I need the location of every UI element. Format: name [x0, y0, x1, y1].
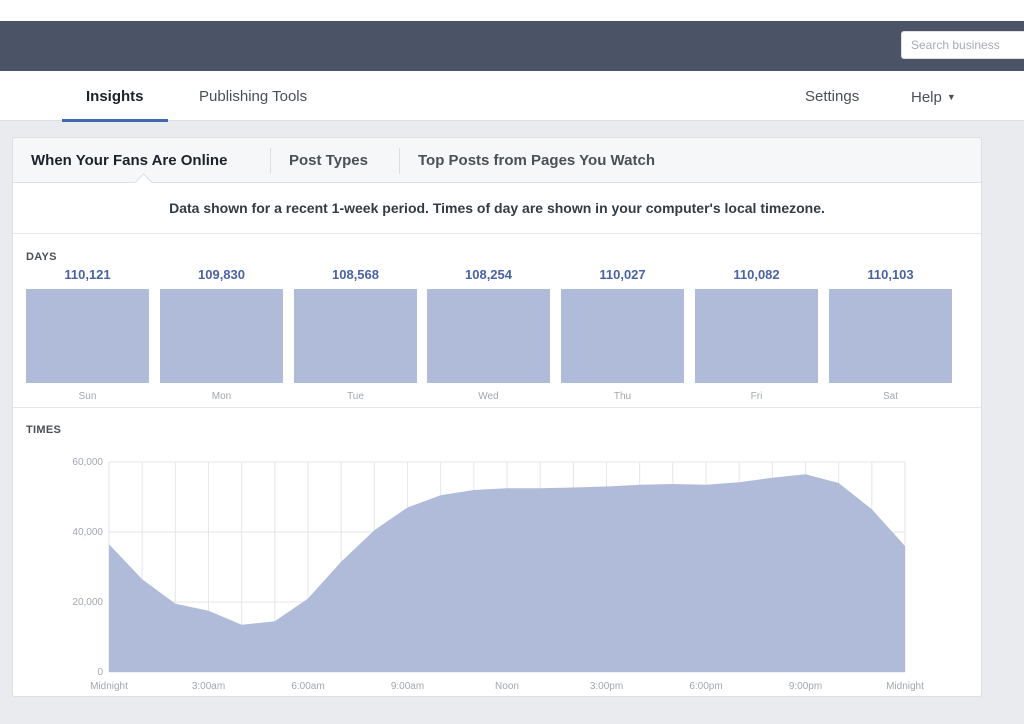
day-column[interactable]: 110,103 Sat — [829, 264, 952, 404]
x-tick-label: Noon — [495, 681, 519, 692]
subtab-top-posts[interactable]: Top Posts from Pages You Watch — [418, 152, 655, 169]
page-nav: Insights Publishing Tools Settings Help ▼ — [0, 71, 1024, 122]
caret-down-icon: ▼ — [946, 92, 956, 102]
day-label: Thu — [613, 391, 632, 402]
subtab-divider — [270, 148, 271, 174]
day-column[interactable]: 108,254 Wed — [427, 264, 550, 404]
x-tick-label: Midnight — [90, 681, 128, 692]
timezone-notice: Data shown for a recent 1-week period. T… — [13, 184, 981, 234]
help-label: Help — [911, 89, 942, 106]
day-bar — [829, 289, 952, 383]
y-tick-label: 60,000 — [72, 457, 103, 468]
day-label: Tue — [347, 391, 364, 402]
x-tick-label: 3:00am — [192, 681, 225, 692]
day-value: 110,027 — [599, 267, 646, 282]
day-bar — [26, 289, 149, 383]
times-chart[interactable]: 0 20,000 40,000 60,000 Midnight 3:00am 6:00am 9… — [13, 438, 981, 696]
top-strip — [0, 0, 1024, 21]
top-bar — [0, 21, 1024, 71]
day-value: 108,254 — [465, 267, 512, 282]
day-bar — [294, 289, 417, 383]
day-column[interactable]: 110,082 Fri — [695, 264, 818, 404]
day-label: Sat — [882, 391, 898, 402]
subtab-bar: When Your Fans Are Online Post Types Top… — [13, 138, 981, 183]
day-value: 110,103 — [867, 267, 914, 282]
day-column[interactable]: 110,121 Sun — [26, 264, 149, 404]
subtab-post-types[interactable]: Post Types — [289, 152, 368, 169]
x-tick-label: 6:00pm — [689, 681, 722, 692]
tab-publishing-tools[interactable]: Publishing Tools — [199, 88, 308, 105]
day-column[interactable]: 108,568 Tue — [294, 264, 417, 404]
day-bar — [160, 289, 283, 383]
y-tick-label: 0 — [97, 667, 103, 678]
days-label: DAYS — [26, 251, 57, 263]
day-value: 110,121 — [64, 267, 111, 282]
section-divider — [13, 407, 981, 408]
settings-link[interactable]: Settings — [805, 88, 860, 105]
day-value: 108,568 — [332, 267, 379, 282]
help-menu[interactable]: Help ▼ — [911, 71, 956, 121]
day-value: 109,830 — [198, 267, 245, 282]
y-tick-label: 40,000 — [72, 527, 103, 538]
search-input[interactable] — [901, 31, 1024, 59]
x-tick-label: 6:00am — [291, 681, 324, 692]
day-bar — [427, 289, 550, 383]
day-label: Fri — [750, 391, 763, 402]
day-bar — [561, 289, 684, 383]
x-tick-label: 9:00pm — [789, 681, 822, 692]
day-label: Sun — [78, 391, 97, 402]
y-tick-label: 20,000 — [72, 597, 103, 608]
day-label: Wed — [478, 391, 499, 402]
x-tick-label: 9:00am — [391, 681, 424, 692]
area-series — [109, 474, 905, 672]
x-tick-label: Midnight — [886, 681, 924, 692]
insights-card: When Your Fans Are Online Post Types Top… — [12, 137, 982, 697]
day-bar — [695, 289, 818, 383]
subtab-divider — [399, 148, 400, 174]
tab-insights[interactable]: Insights — [62, 71, 167, 122]
times-label: TIMES — [26, 424, 62, 436]
day-label: Mon — [211, 391, 232, 402]
x-tick-label: 3:00pm — [590, 681, 623, 692]
day-value: 110,082 — [733, 267, 780, 282]
subtab-when-fans-online[interactable]: When Your Fans Are Online — [31, 152, 228, 169]
day-column[interactable]: 110,027 Thu — [561, 264, 684, 404]
day-column[interactable]: 109,830 Mon — [160, 264, 283, 404]
